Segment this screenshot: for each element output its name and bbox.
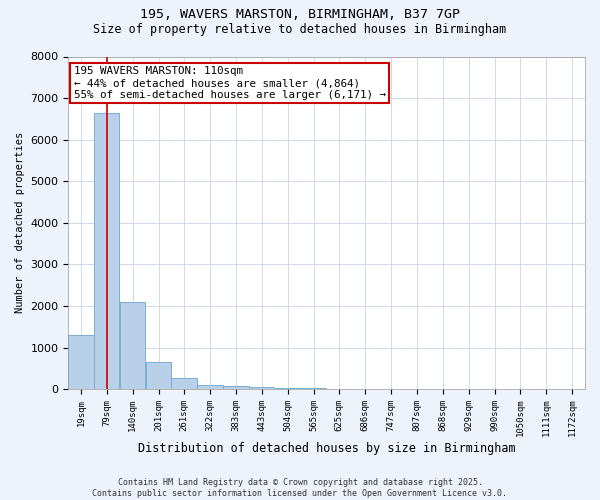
- Bar: [68, 335, 94, 389]
- Bar: [249, 386, 274, 389]
- Bar: [301, 388, 326, 389]
- Text: Size of property relative to detached houses in Birmingham: Size of property relative to detached ho…: [94, 22, 506, 36]
- Bar: [120, 302, 145, 389]
- Bar: [223, 386, 249, 389]
- Bar: [172, 378, 197, 389]
- Text: 195, WAVERS MARSTON, BIRMINGHAM, B37 7GP: 195, WAVERS MARSTON, BIRMINGHAM, B37 7GP: [140, 8, 460, 20]
- Y-axis label: Number of detached properties: Number of detached properties: [15, 132, 25, 314]
- Bar: [146, 362, 171, 389]
- Text: 195 WAVERS MARSTON: 110sqm
← 44% of detached houses are smaller (4,864)
55% of s: 195 WAVERS MARSTON: 110sqm ← 44% of deta…: [74, 66, 386, 100]
- X-axis label: Distribution of detached houses by size in Birmingham: Distribution of detached houses by size …: [138, 442, 515, 455]
- Bar: [197, 384, 223, 389]
- Text: Contains HM Land Registry data © Crown copyright and database right 2025.
Contai: Contains HM Land Registry data © Crown c…: [92, 478, 508, 498]
- Bar: [94, 113, 119, 389]
- Bar: [275, 388, 300, 389]
